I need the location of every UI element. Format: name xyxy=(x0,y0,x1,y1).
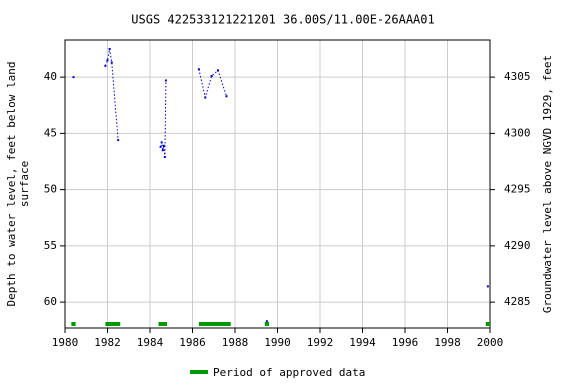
x-tick-label: 1998 xyxy=(434,336,461,349)
x-tick-label: 1992 xyxy=(307,336,334,349)
y2-tick-label: 4290 xyxy=(504,239,531,252)
data-point xyxy=(106,59,109,62)
x-tick-label: 1980 xyxy=(52,336,79,349)
data-point xyxy=(160,141,163,144)
x-tick-label: 1984 xyxy=(137,336,164,349)
x-tick-label: 1988 xyxy=(222,336,249,349)
x-tick-label: 1994 xyxy=(349,336,376,349)
data-point xyxy=(72,76,75,79)
y-axis-label: surface xyxy=(18,161,31,207)
y-tick-label: 55 xyxy=(44,239,57,252)
approved-period xyxy=(198,322,231,326)
y-tick-label: 45 xyxy=(44,126,57,139)
x-tick-label: 1986 xyxy=(179,336,206,349)
data-point xyxy=(163,156,166,158)
y2-tick-label: 4285 xyxy=(504,295,531,308)
y2-tick-label: 4305 xyxy=(504,70,531,83)
data-point xyxy=(161,149,164,152)
data-point xyxy=(265,320,268,323)
data-point xyxy=(162,144,165,147)
y2-tick-label: 4295 xyxy=(504,183,531,196)
data-point xyxy=(217,69,219,72)
plot-border xyxy=(64,39,491,329)
approved-period xyxy=(485,322,490,326)
data-point xyxy=(110,61,113,64)
data-point xyxy=(225,95,228,98)
approved-period xyxy=(264,322,269,326)
x-tick-label: 1982 xyxy=(94,336,121,349)
legend-label: Period of approved data xyxy=(213,366,365,379)
x-tick-label: 2000 xyxy=(477,336,504,349)
data-point xyxy=(210,75,213,77)
approved-period xyxy=(71,322,76,326)
data-point xyxy=(197,68,200,71)
x-tick-label: 1990 xyxy=(264,336,291,349)
y2-tick-label: 4300 xyxy=(504,126,531,139)
data-point xyxy=(164,79,167,82)
approved-period xyxy=(105,322,121,326)
approved-period xyxy=(158,322,167,326)
y2-axis-label: Groundwater level above NGVD 1929, feet xyxy=(541,55,554,313)
data-point xyxy=(204,96,207,99)
y-tick-label: 40 xyxy=(44,70,57,83)
data-point xyxy=(117,139,120,142)
data-point xyxy=(108,48,111,50)
y-tick-label: 50 xyxy=(44,183,57,196)
data-point xyxy=(159,145,162,148)
data-point xyxy=(486,285,489,288)
data-point xyxy=(104,64,107,67)
y-tick-label: 60 xyxy=(44,295,57,308)
y-axis-label: Depth to water level, feet below land xyxy=(5,61,18,306)
chart-title: USGS 422533121221201 36.00S/11.00E-26AAA… xyxy=(131,13,434,27)
x-tick-label: 1996 xyxy=(392,336,419,349)
